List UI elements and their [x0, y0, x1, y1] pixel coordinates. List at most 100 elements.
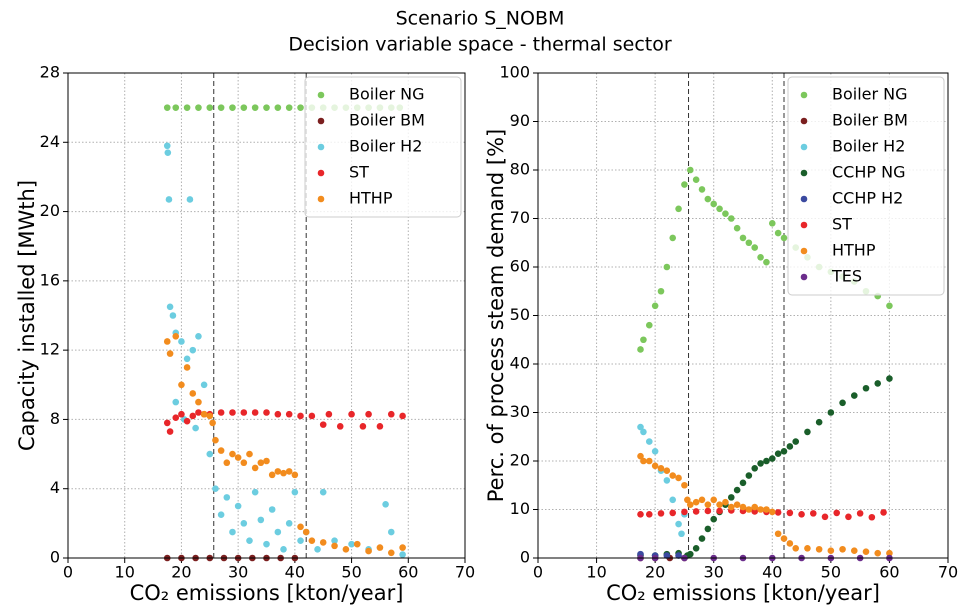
data-point [365, 410, 372, 418]
data-point [285, 520, 293, 527]
data-point [217, 409, 225, 416]
data-point [874, 380, 882, 387]
data-point [163, 338, 171, 345]
x-tick-label: 0 [63, 563, 73, 582]
data-point [223, 494, 231, 501]
data-point [850, 547, 858, 555]
data-point [727, 215, 735, 222]
data-point [240, 459, 248, 467]
y-axis-label: Capacity installed [MWth] [15, 180, 39, 451]
data-point [786, 509, 794, 517]
legend-marker [800, 169, 808, 177]
data-point [387, 528, 395, 536]
data-point [698, 496, 706, 504]
data-point [716, 205, 723, 213]
data-point [200, 410, 208, 418]
data-point [675, 552, 682, 559]
x-tick-label: 40 [762, 563, 782, 582]
data-point [739, 503, 747, 511]
data-point [359, 423, 367, 430]
legend-label: ST [832, 215, 852, 234]
data-point [751, 503, 759, 511]
legend-label: TES [831, 267, 862, 286]
data-point [192, 424, 199, 432]
data-point [325, 410, 333, 418]
data-point [257, 516, 265, 524]
legend-label: Boiler NG [349, 85, 425, 104]
data-point [274, 528, 282, 536]
data-point [399, 544, 406, 551]
legend-marker [317, 195, 325, 203]
data-point [645, 438, 653, 445]
data-point [739, 234, 747, 242]
data-point [704, 501, 712, 508]
data-point [669, 234, 677, 242]
data-point [686, 501, 694, 508]
data-point [263, 409, 270, 416]
data-point [178, 338, 185, 345]
data-point [774, 450, 782, 458]
data-point [297, 523, 304, 531]
y-tick-label: 20 [510, 451, 530, 470]
data-point [399, 412, 406, 420]
data-point [716, 507, 723, 515]
data-point [297, 537, 304, 544]
data-point [637, 346, 644, 353]
data-point [172, 414, 180, 421]
x-tick-label: 50 [341, 563, 361, 582]
data-point [757, 253, 764, 261]
data-point [681, 181, 688, 188]
data-point [727, 494, 735, 501]
data-point [640, 336, 647, 344]
data-point [195, 332, 202, 340]
data-point [880, 509, 887, 516]
data-point [716, 501, 723, 508]
data-point [382, 501, 389, 508]
data-point [698, 535, 706, 542]
data-point [240, 409, 248, 416]
y-tick-label: 10 [510, 499, 530, 518]
x-tick-label: 70 [938, 563, 958, 582]
data-point [886, 375, 893, 382]
data-point [183, 355, 191, 363]
legend-box [787, 76, 945, 296]
data-point [291, 471, 299, 479]
data-point [763, 506, 770, 513]
data-point [845, 513, 852, 521]
data-point [686, 166, 694, 174]
data-point [675, 474, 682, 482]
data-point [217, 447, 225, 454]
data-point [768, 220, 776, 227]
legend: Boiler NG Boiler BM Boiler H2 CCHP NG CCHP H… [787, 76, 945, 296]
data-point [274, 104, 282, 111]
data-point [733, 224, 741, 232]
y-tick-label: 12 [40, 340, 60, 359]
data-point [651, 302, 659, 310]
data-point [251, 488, 259, 496]
data-point [314, 546, 321, 553]
y-tick-label: 0 [50, 548, 60, 567]
legend-marker [317, 91, 325, 99]
data-point [229, 450, 236, 458]
data-point [792, 545, 800, 552]
data-point [815, 418, 823, 426]
legend-box [304, 76, 462, 218]
data-point [757, 506, 764, 513]
x-axis-label: CO₂ emissions [kton/year] [130, 581, 404, 605]
data-point [285, 104, 293, 111]
data-point [263, 457, 270, 465]
data-point [297, 104, 304, 111]
data-point [698, 186, 706, 193]
data-point [251, 464, 259, 472]
data-point [163, 104, 171, 111]
data-point [229, 104, 236, 111]
data-point [336, 423, 344, 430]
y-tick-label: 40 [510, 354, 530, 373]
data-point [229, 409, 236, 416]
x-tick-label: 10 [586, 563, 606, 582]
data-point [169, 312, 177, 319]
y-tick-label: 70 [510, 208, 530, 227]
y-tick-label: 100 [499, 63, 530, 82]
data-point [745, 506, 753, 513]
